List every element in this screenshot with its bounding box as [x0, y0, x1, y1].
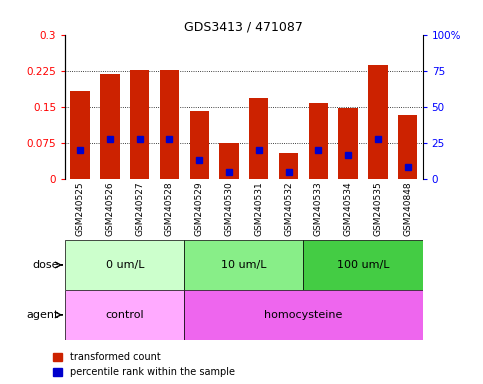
Bar [160, 70, 179, 179]
Text: GSM240532: GSM240532 [284, 182, 293, 236]
Bar [339, 108, 358, 179]
Text: GSM240531: GSM240531 [255, 182, 263, 237]
Bar [189, 111, 209, 179]
Title: GDS3413 / 471087: GDS3413 / 471087 [185, 20, 303, 33]
Bar [309, 103, 328, 179]
Bar [249, 98, 269, 179]
Bar [368, 65, 388, 179]
Bar [130, 70, 149, 179]
Text: dose: dose [33, 260, 59, 270]
Bar [303, 240, 423, 290]
Legend: transformed count, percentile rank within the sample: transformed count, percentile rank withi… [53, 353, 235, 377]
Text: 100 um/L: 100 um/L [337, 260, 389, 270]
Text: GSM240535: GSM240535 [373, 182, 383, 237]
Text: 0 um/L: 0 um/L [105, 260, 144, 270]
Text: GSM240848: GSM240848 [403, 182, 412, 236]
Bar [100, 74, 120, 179]
Text: 10 um/L: 10 um/L [221, 260, 267, 270]
Text: GSM240534: GSM240534 [344, 182, 353, 236]
Bar [65, 240, 185, 290]
Text: GSM240525: GSM240525 [76, 182, 85, 236]
Bar [185, 240, 303, 290]
Bar [279, 153, 298, 179]
Text: GSM240530: GSM240530 [225, 182, 233, 237]
Text: GSM240528: GSM240528 [165, 182, 174, 236]
Text: GSM240526: GSM240526 [105, 182, 114, 236]
Text: GSM240533: GSM240533 [314, 182, 323, 237]
Text: agent: agent [27, 310, 59, 320]
Text: GSM240529: GSM240529 [195, 182, 204, 236]
Bar [398, 115, 417, 179]
Bar [219, 142, 239, 179]
Bar [71, 91, 90, 179]
Text: GSM240527: GSM240527 [135, 182, 144, 236]
Bar [65, 290, 185, 340]
Text: control: control [105, 310, 144, 320]
Text: homocysteine: homocysteine [264, 310, 342, 320]
Bar [185, 290, 423, 340]
